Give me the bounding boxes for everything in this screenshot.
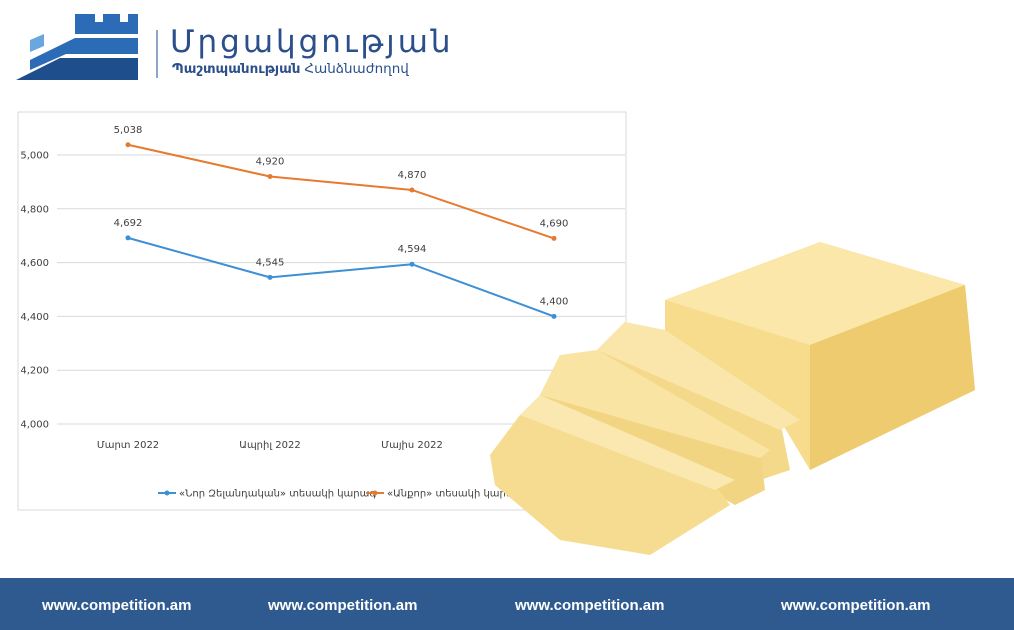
footer-link[interactable]: www.competition.am	[42, 597, 192, 614]
logo-subtitle-rest: Հանձնաժողով	[304, 61, 409, 77]
data-label: 4,545	[256, 257, 285, 268]
series-line	[127, 236, 555, 318]
legend-marker	[372, 490, 378, 496]
x-tick-label: Ապրիլ 2022	[239, 440, 300, 451]
data-point	[267, 274, 273, 280]
y-tick-label: 4,200	[20, 366, 49, 377]
data-label: 4,690	[540, 218, 569, 229]
data-point	[125, 235, 131, 241]
data-point	[551, 235, 557, 241]
footer-link[interactable]: www.competition.am	[781, 597, 931, 614]
data-label: 4,920	[256, 157, 285, 168]
x-tick-label: Մարտ 2022	[97, 440, 159, 451]
footer-link[interactable]: www.competition.am	[515, 597, 665, 614]
y-tick-label: 4,600	[20, 258, 49, 269]
footer-link[interactable]: www.competition.am	[268, 597, 418, 614]
data-point	[409, 187, 415, 193]
legend-label: «Նոր Զելանդական» տեսակի կարագ	[179, 489, 376, 500]
data-label: 5,038	[114, 125, 143, 136]
data-point	[267, 174, 273, 180]
data-label: 4,692	[114, 218, 143, 229]
x-tick-label: Մայիս 2022	[381, 440, 443, 451]
y-tick-label: 5,000	[20, 151, 49, 162]
y-tick-label: 4,400	[20, 312, 49, 323]
butter-image	[490, 242, 975, 555]
footer-band	[0, 578, 1014, 630]
legend-marker	[164, 490, 170, 496]
data-point	[409, 261, 415, 267]
data-label: 4,594	[398, 244, 427, 255]
data-label: 4,870	[398, 170, 427, 181]
logo-subtitle: Պաշտպանության Հանձնաժողով	[172, 61, 409, 77]
logo-subtitle-bold: Պաշտպանության	[172, 61, 300, 77]
series-line	[127, 143, 555, 240]
logo-title: Մրցակցության	[170, 24, 454, 60]
y-tick-label: 4,800	[20, 204, 49, 215]
data-label: 4,400	[540, 296, 569, 307]
logo-icon	[16, 14, 138, 80]
y-tick-label: 4,000	[20, 420, 49, 431]
legend-label: «Անքոր» տեսակի կարագ	[387, 489, 523, 500]
data-point	[551, 313, 557, 319]
chart: 4,000 4,200 4,400 4,600 4,800 5,000 Մարտ 2022 Ա…	[20, 125, 625, 500]
data-point	[125, 142, 131, 148]
